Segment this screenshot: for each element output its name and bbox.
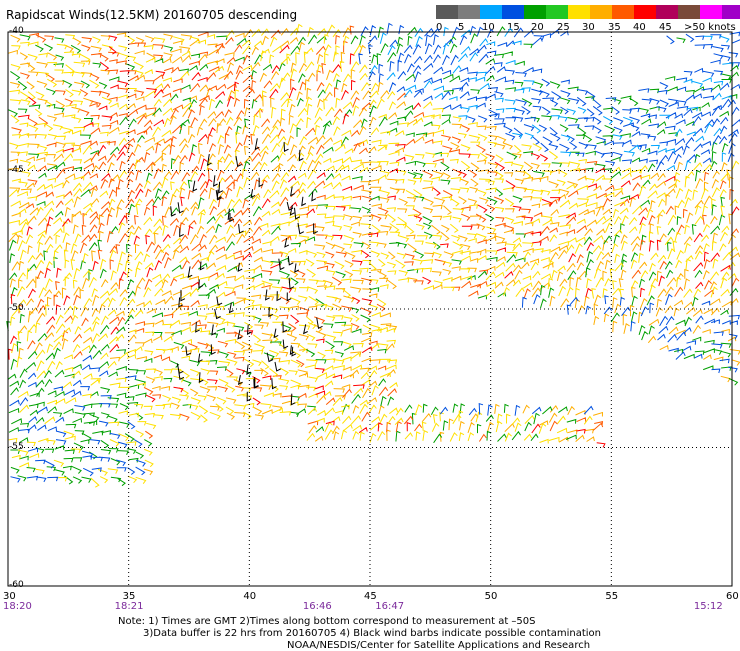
pass-time-label: 18:20 (3, 601, 32, 612)
latitude-tick-label: -60 (9, 580, 24, 590)
note-line-2: 3)Data buffer is 22 hrs from 20160705 4)… (143, 628, 601, 639)
pass-time-label: 16:46 (303, 601, 332, 612)
longitude-tick-label: 40 (243, 591, 256, 602)
pass-time-label: 16:47 (375, 601, 404, 612)
latitude-tick-label: -50 (9, 303, 24, 313)
latitude-tick-label: -40 (9, 26, 24, 36)
longitude-tick-label: 55 (605, 591, 618, 602)
pass-time-label: 15:12 (694, 601, 723, 612)
pass-time-label: 18:21 (115, 601, 144, 612)
note-line-1: Note: 1) Times are GMT 2)Times along bot… (118, 616, 536, 627)
longitude-tick-label: 60 (726, 591, 739, 602)
wind-barb-set (9, 25, 739, 488)
longitude-tick-label: 50 (485, 591, 498, 602)
latitude-tick-label: -45 (9, 165, 24, 175)
credit-line: NOAA/NESDIS/Center for Satellite Applica… (287, 640, 590, 651)
latitude-tick-label: -55 (9, 442, 24, 452)
wind-barbs (7, 24, 740, 488)
